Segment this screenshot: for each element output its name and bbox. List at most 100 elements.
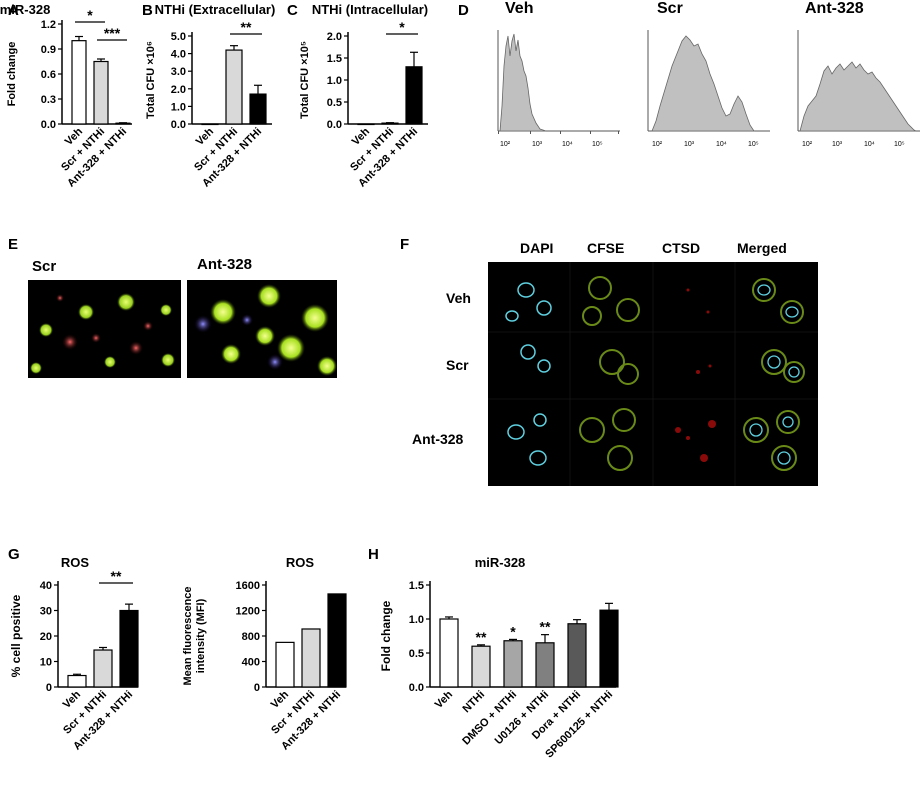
- flow-veh-tick-4: 10⁵: [592, 141, 603, 148]
- flow-ant-tick-1: 10²: [802, 141, 813, 148]
- chart-G1-title: ROS: [61, 555, 90, 570]
- flow-ant-tick-2: 10³: [832, 141, 843, 148]
- micro-e-label-ant328: Ant-328: [197, 256, 253, 273]
- chart-G1-xtick-label: Veh: [61, 688, 84, 711]
- chart-G2-ytick-label: 800: [242, 631, 260, 643]
- chart-A-ytick-label: 0.9: [41, 44, 56, 56]
- flow-label-veh: Veh: [505, 0, 534, 17]
- chart-H-ylabel: Fold change: [379, 600, 393, 671]
- chart-H-xtick-label: NTHi: [460, 689, 487, 716]
- chart-G1-bar: [119, 609, 139, 688]
- flow-scr-tick-1: 10²: [652, 141, 663, 148]
- micro-f-col-dapi: DAPI: [520, 240, 554, 256]
- panel-label-d: D: [458, 2, 469, 19]
- chart-B-bar: [225, 49, 243, 125]
- chart-B-sig-label: **: [241, 19, 252, 35]
- chart-G2-bar: [327, 593, 347, 688]
- bar-chart-g-mfi: ROS 0 400 800 1200 1600 Mean fluorescenceinten…: [182, 555, 347, 753]
- chart-H-bar: [439, 618, 459, 688]
- chart-B-title: NTHi (Extracellular): [155, 2, 276, 17]
- chart-B-ytick-label: 3.0: [171, 66, 186, 78]
- micro-e-label-scr: Scr: [32, 258, 57, 275]
- chart-H-sig-mark: **: [476, 629, 487, 645]
- chart-G1-ytick-label: 20: [40, 631, 52, 643]
- chart-G1-ytick-label: 10: [40, 657, 52, 669]
- chart-G1-bar: [93, 649, 113, 688]
- flow-scr-tick-2: 10³: [684, 141, 695, 148]
- chart-G1-ytick-label: 40: [40, 580, 52, 592]
- chart-A-bar: [71, 40, 87, 125]
- chart-B-ytick-label: 0.0: [171, 119, 186, 131]
- chart-H-sig-mark: **: [540, 619, 551, 635]
- bar-chart-b: NTHi (Extracellular) 0.0 1.0 2.0 3.0 4.0 5.0 To…: [145, 2, 276, 190]
- panel-label-e: E: [8, 236, 19, 253]
- micrograph-e-scr: [28, 280, 181, 378]
- panel-label-f: F: [400, 236, 410, 253]
- flow-ant-tick-3: 10⁴: [864, 141, 875, 148]
- panel-label-a: A: [8, 2, 19, 19]
- micro-f-row-ant328: Ant-328: [412, 431, 464, 447]
- chart-G2-bar: [301, 628, 321, 688]
- micrograph-e-ant328: [187, 280, 337, 378]
- flow-scr-tick-3: 10⁴: [716, 141, 727, 148]
- micro-f-col-cfse: CFSE: [587, 240, 625, 256]
- chart-G2-ylabel: Mean fluorescenceintensity (MFI): [182, 586, 207, 685]
- chart-G2-bar: [275, 641, 295, 688]
- chart-A-ylabel: Fold change: [6, 42, 18, 107]
- micrograph-f-grid: [488, 262, 818, 486]
- chart-C-ytick-label: 1.0: [327, 75, 342, 87]
- chart-C-ytick-label: 1.5: [327, 53, 342, 65]
- chart-H-title: miR-328: [475, 555, 526, 570]
- chart-C-ytick-label: 2.0: [327, 31, 342, 43]
- chart-C-title: NTHi (Intracellular): [312, 2, 428, 17]
- chart-H-bar: [535, 642, 555, 688]
- chart-G1-sig-label: **: [111, 568, 122, 584]
- chart-B-ytick-label: 4.0: [171, 49, 186, 61]
- chart-G2-ytick-label: 0: [254, 682, 260, 694]
- chart-G1-ytick-label: 30: [40, 606, 52, 618]
- chart-C-ytick-label: 0.5: [327, 97, 342, 109]
- bar-chart-c: NTHi (Intracellular) 0.0 0.5 1.0 1.5 2.0 Total…: [299, 2, 428, 190]
- chart-H-ytick-label: 0.0: [409, 682, 424, 694]
- chart-A-ytick-label: 0.0: [41, 119, 56, 131]
- chart-G1-ylabel: % cell positive: [9, 594, 23, 677]
- micro-f-row-veh: Veh: [446, 290, 471, 306]
- chart-C-bar: [405, 66, 423, 125]
- chart-C-sig-label: *: [399, 19, 405, 35]
- chart-B-ytick-label: 5.0: [171, 31, 186, 43]
- flow-ant-tick-4: 10⁵: [894, 141, 905, 148]
- chart-G1-ytick-label: 0: [46, 682, 52, 694]
- chart-B-bar: [201, 123, 219, 126]
- chart-B-ytick-label: 1.0: [171, 101, 186, 113]
- chart-H-sig-mark: *: [510, 623, 516, 639]
- flow-label-scr: Scr: [657, 0, 683, 17]
- flow-veh-tick-1: 10²: [500, 141, 511, 148]
- chart-B-bar: [249, 93, 267, 125]
- chart-G1-bar: [67, 674, 87, 688]
- flow-label-ant328: Ant-328: [805, 0, 864, 17]
- micro-f-row-scr: Scr: [446, 357, 469, 373]
- flow-scr-tick-4: 10⁵: [748, 141, 759, 148]
- chart-G2-xtick-label: Veh: [269, 688, 292, 711]
- flow-histogram-scr: 10² 10³ 10⁴ 10⁵: [647, 30, 770, 148]
- chart-H-bar: [471, 645, 491, 688]
- chart-A-ytick-label: 0.6: [41, 69, 56, 81]
- panel-label-c: C: [287, 2, 298, 19]
- micro-f-col-ctsd: CTSD: [662, 240, 701, 256]
- micro-f-col-merged: Merged: [737, 240, 787, 256]
- chart-C-bar: [357, 123, 375, 126]
- panel-label-b: B: [142, 2, 153, 19]
- flow-veh-tick-2: 10³: [532, 141, 543, 148]
- chart-H-bar: [599, 609, 619, 688]
- chart-A-sig-label: *: [87, 7, 93, 23]
- chart-A-bar: [93, 60, 109, 125]
- panel-label-g: G: [8, 546, 20, 563]
- flow-veh-tick-3: 10⁴: [562, 141, 573, 148]
- chart-G2-ytick-label: 400: [242, 657, 260, 669]
- chart-G2-title: ROS: [286, 555, 315, 570]
- chart-H-bar: [567, 623, 587, 688]
- chart-C-ylabel: Total CFU ×10⁵: [299, 41, 311, 119]
- chart-B-ylabel: Total CFU ×10⁶: [145, 41, 157, 119]
